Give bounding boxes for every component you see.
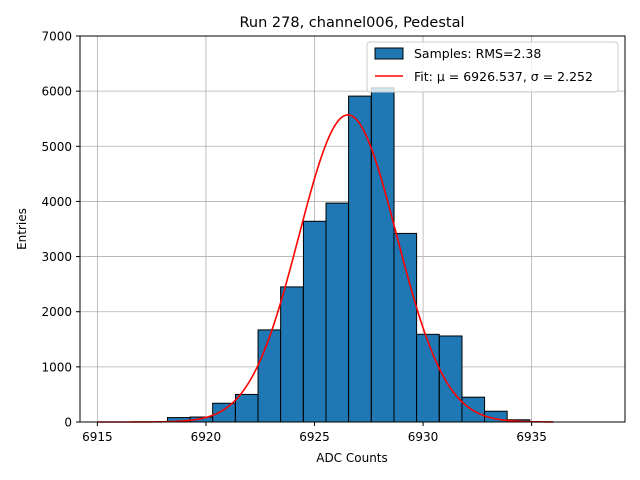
- histogram-bar: [234, 393, 259, 423]
- axis-ticks: 6915 6920 6925 6930 6935 0 1000 2000 3000 4000 500…: [41, 30, 546, 445]
- y-tick-label: 2000: [41, 305, 72, 319]
- x-tick-label: 6915: [82, 430, 113, 444]
- y-tick-label: 0: [64, 416, 72, 430]
- y-tick-label: 4000: [41, 195, 72, 209]
- histogram-bars: [167, 87, 531, 423]
- histogram-bar: [393, 232, 418, 423]
- legend-label-fit: Fit: μ = 6926.537, σ = 2.252: [414, 69, 593, 84]
- histogram-bar: [212, 402, 236, 423]
- x-tick-label: 6925: [299, 430, 330, 444]
- histogram-bar: [257, 329, 282, 423]
- y-axis-label: Entries: [15, 208, 29, 250]
- histogram-bar: [325, 202, 350, 423]
- y-tick-label: 7000: [41, 30, 72, 44]
- x-axis-label: ADC Counts: [316, 451, 388, 465]
- legend: Samples: RMS=2.38 Fit: μ = 6926.537, σ =…: [366, 41, 619, 93]
- chart-title: Run 278, channel006, Pedestal: [239, 15, 464, 31]
- histogram-bar: [302, 220, 327, 423]
- x-tick-label: 6930: [408, 430, 439, 444]
- y-tick-label: 3000: [41, 250, 72, 264]
- y-tick-label: 1000: [41, 360, 72, 374]
- axes-frame: [79, 35, 626, 423]
- legend-swatch-histogram: [374, 47, 404, 60]
- histogram-bar: [348, 95, 372, 423]
- y-tick-label: 6000: [41, 85, 72, 99]
- histogram-bar: [370, 87, 395, 423]
- x-tick-label: 6920: [191, 430, 222, 444]
- histogram-bar: [416, 333, 440, 423]
- histogram-bar: [280, 286, 304, 423]
- fit-curve-group: [97, 114, 554, 423]
- histogram-bar: [438, 335, 463, 423]
- legend-label-histogram: Samples: RMS=2.38: [414, 46, 541, 61]
- x-tick-label: 6935: [516, 430, 547, 444]
- y-tick-label: 5000: [41, 140, 72, 154]
- fit-curve: [97, 114, 554, 423]
- legend-box: [366, 41, 619, 93]
